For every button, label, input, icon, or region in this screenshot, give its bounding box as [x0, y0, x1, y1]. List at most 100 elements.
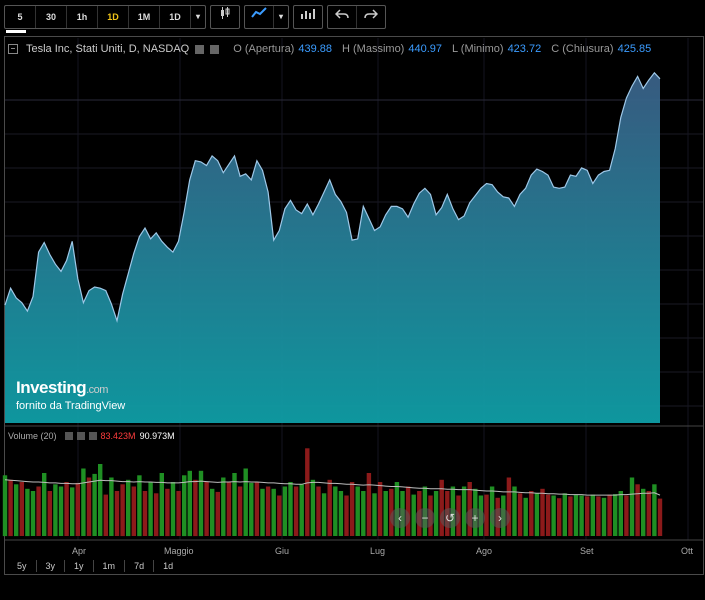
- price-area: [5, 72, 660, 424]
- area-chart-icon[interactable]: [245, 6, 274, 28]
- zoom-in-button[interactable]: +: [465, 508, 485, 528]
- volume-ma-line: [4, 479, 661, 496]
- open-label: O (Apertura): [233, 43, 295, 55]
- volume-bar: [333, 486, 338, 536]
- volume-bar: [193, 479, 198, 537]
- range-5y-button[interactable]: 5y: [8, 560, 37, 572]
- volume-ma-value: 90.973M: [139, 431, 175, 441]
- volume-bar: [81, 468, 86, 536]
- volume-bar: [103, 494, 108, 536]
- visibility-icon[interactable]: [76, 432, 85, 440]
- volume-bar: [305, 448, 310, 537]
- zoom-out-button[interactable]: −: [415, 508, 435, 528]
- volume-bar: [433, 491, 439, 536]
- close-value: 425.85: [617, 43, 652, 55]
- range-3y-button[interactable]: 3y: [37, 560, 66, 572]
- volume-bar: [629, 477, 635, 536]
- volume-bar: [187, 470, 192, 537]
- volume-bar: [506, 477, 512, 536]
- x-tick-label: Lug: [370, 546, 386, 556]
- chevron-down-icon[interactable]: ▾: [278, 12, 283, 21]
- interval-5-button[interactable]: 5: [5, 6, 36, 28]
- volume-bar: [154, 493, 159, 537]
- interval-1d-button[interactable]: 1D: [98, 6, 129, 28]
- volume-bar: [198, 470, 204, 537]
- volume-bar: [254, 482, 260, 536]
- open-value: 439.88: [298, 43, 333, 55]
- logo-subtitle: fornito da TradingView: [16, 400, 126, 412]
- chart-container: [4, 36, 704, 575]
- volume-bar: [210, 488, 215, 537]
- volume-bar: [148, 482, 153, 536]
- range-1m-button[interactable]: 1m: [94, 560, 126, 572]
- volume-bar: [70, 487, 75, 536]
- settings-icon[interactable]: [64, 432, 73, 440]
- redo-icon[interactable]: [357, 6, 385, 28]
- range-1d-button[interactable]: 1d: [163, 561, 174, 571]
- interval-30-button[interactable]: 30: [36, 6, 67, 28]
- chart-type-group: [210, 5, 240, 29]
- interval-selector-button[interactable]: 1D: [160, 6, 191, 28]
- volume-bar: [557, 498, 562, 536]
- range-1y-button[interactable]: 1y: [65, 560, 94, 572]
- scroll-left-button[interactable]: ‹: [390, 508, 410, 528]
- volume-bar: [523, 497, 528, 537]
- indicators-icon[interactable]: [294, 6, 322, 28]
- chart-navigation: ‹ − ↺ + ›: [390, 508, 510, 528]
- settings-icon[interactable]: [195, 44, 205, 54]
- volume-bar: [114, 491, 120, 536]
- volume-bar: [226, 482, 232, 536]
- x-tick-label: Apr: [72, 546, 87, 556]
- volume-bar: [484, 494, 489, 536]
- close-label: C (Chiusura): [551, 43, 614, 55]
- collapse-icon[interactable]: [8, 44, 18, 54]
- volume-bar: [14, 484, 19, 537]
- logo-suffix: .com: [86, 384, 108, 396]
- reset-button[interactable]: ↺: [440, 508, 460, 528]
- volume-bar: [652, 484, 657, 537]
- high-label: H (Massimo): [342, 43, 405, 55]
- low-label: L (Minimo): [452, 43, 504, 55]
- range-7d-button[interactable]: 7d: [125, 560, 155, 572]
- volume-bar: [243, 468, 248, 536]
- interval-1m-button[interactable]: 1M: [129, 6, 160, 28]
- volume-bar: [512, 486, 517, 536]
- visibility-icon[interactable]: [210, 44, 220, 54]
- volume-bar: [585, 496, 590, 536]
- volume-bar: [529, 491, 534, 536]
- investing-logo[interactable]: Investing.com fornito da TradingView: [16, 378, 125, 412]
- close-icon[interactable]: [88, 432, 97, 440]
- volume-bar: [120, 484, 125, 537]
- scroll-right-button[interactable]: ›: [490, 508, 510, 528]
- volume-bar: [383, 491, 388, 536]
- volume-bar: [19, 482, 24, 536]
- chart-title: Tesla Inc, Stati Uniti, D, NASDAQ: [26, 43, 190, 55]
- volume-bar: [170, 482, 176, 536]
- volume-bar: [299, 484, 304, 537]
- volume-bar: [232, 473, 237, 536]
- volume-bar: [377, 482, 383, 536]
- range-selector: 5y 3y 1y 1m 7d 1d: [8, 560, 182, 572]
- candlestick-icon[interactable]: [211, 6, 239, 28]
- x-tick-label: Giu: [275, 546, 290, 556]
- volume-legend: Volume (20) 83.423M 90.973M: [8, 431, 175, 441]
- volume-bar: [355, 486, 360, 536]
- volume-bar: [646, 491, 651, 536]
- volume-bar: [126, 479, 131, 537]
- volume-ma-series: [4, 479, 661, 496]
- volume-bar: [92, 473, 97, 536]
- x-tick-label: Ago: [476, 546, 493, 556]
- volume-bar: [75, 482, 80, 536]
- x-tick-label: Set: [580, 546, 594, 556]
- interval-1h-button[interactable]: 1h: [67, 6, 98, 28]
- volume-bar: [265, 486, 271, 536]
- volume-bar: [271, 488, 276, 537]
- volume-bar: [288, 482, 293, 536]
- volume-bar: [613, 494, 618, 536]
- volume-bar: [8, 479, 13, 537]
- undo-icon[interactable]: [328, 6, 357, 28]
- chevron-down-icon[interactable]: ▾: [195, 12, 200, 21]
- volume-bar: [142, 491, 148, 536]
- volume-bar: [30, 491, 36, 536]
